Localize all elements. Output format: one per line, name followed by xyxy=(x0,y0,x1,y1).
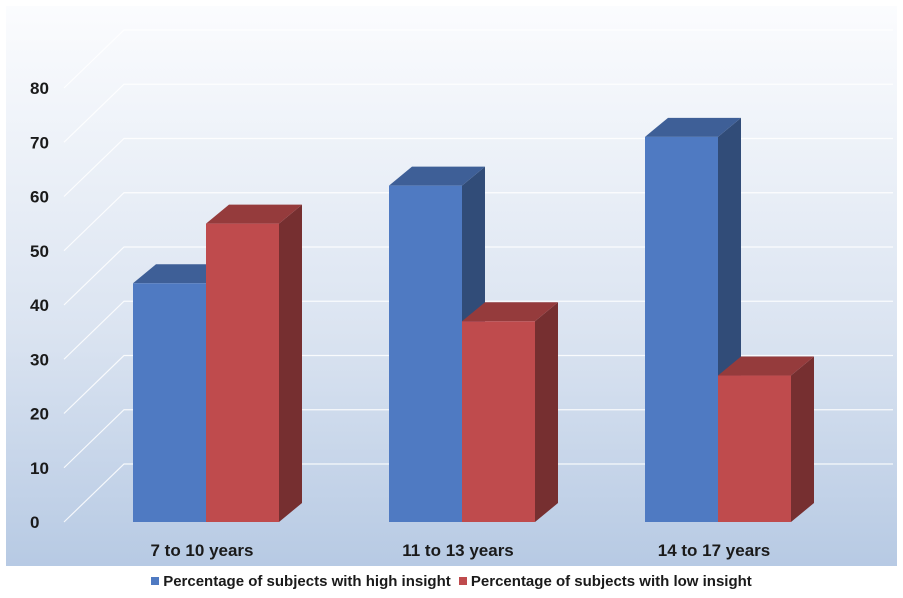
y-tick-label: 30 xyxy=(30,350,49,369)
chart-frame: 0 10 20 30 40 50 60 70 80 7 to 10 years 11 to 13 … xyxy=(6,6,897,592)
gridline xyxy=(63,354,893,414)
y-tick-label: 0 xyxy=(30,513,39,532)
y-tick-label: 20 xyxy=(30,405,49,424)
y-tick-label: 50 xyxy=(30,242,49,261)
gridline xyxy=(63,246,893,306)
gridline xyxy=(63,463,893,523)
y-tick-label: 60 xyxy=(30,188,49,207)
x-category-label: 7 to 10 years xyxy=(150,541,253,560)
legend-label-high: Percentage of subjects with high insight xyxy=(163,573,451,590)
y-tick-label: 40 xyxy=(30,296,49,315)
bar-low-2 xyxy=(718,356,814,522)
y-tick-label: 10 xyxy=(30,459,49,478)
legend-item-low: Percentage of subjects with low insight xyxy=(458,573,752,590)
bar-low-0 xyxy=(206,204,302,522)
y-tick-label: 80 xyxy=(30,79,49,98)
bar-low-1 xyxy=(462,302,558,522)
gridline xyxy=(63,29,893,89)
gridline xyxy=(63,137,893,197)
x-category-label: 11 to 13 years xyxy=(402,541,514,560)
legend-swatch-high xyxy=(151,577,160,586)
legend-label-low: Percentage of subjects with low insight xyxy=(470,573,752,590)
chart-legend: Percentage of subjects with high insight… xyxy=(6,573,897,590)
legend-item-high: Percentage of subjects with high insight xyxy=(151,573,451,590)
legend-swatch-low xyxy=(458,577,467,586)
gridline xyxy=(63,83,893,143)
bar-chart: 0 10 20 30 40 50 60 70 80 7 to 10 years 11 to 13 … xyxy=(6,6,897,566)
gridline xyxy=(63,409,893,469)
gridline xyxy=(63,300,893,360)
x-category-label: 14 to 17 years xyxy=(658,541,770,560)
gridline xyxy=(63,192,893,252)
y-tick-label: 70 xyxy=(30,133,49,152)
